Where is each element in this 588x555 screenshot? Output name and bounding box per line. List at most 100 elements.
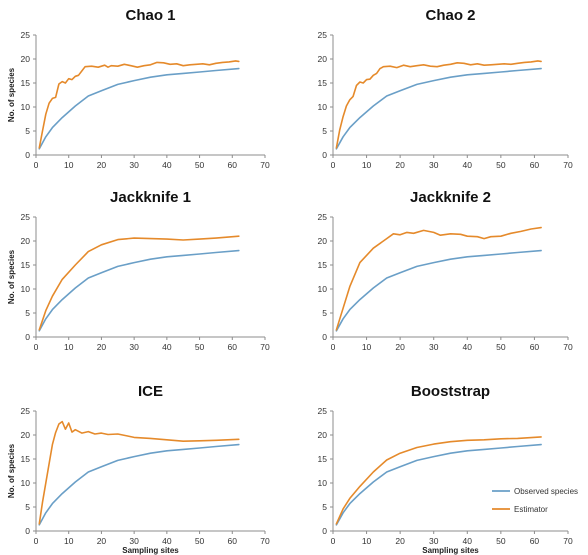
x-tick-label: 60 [530,160,540,170]
x-tick-label: 40 [162,342,172,352]
observed-species-line [38,67,240,150]
x-tick-label: 10 [64,160,74,170]
y-tick-label: 25 [21,212,31,222]
legend-label: Observed species [514,487,578,496]
x-tick-label: 40 [463,536,473,546]
chart-panel-6: Booststrap 0 10 20 30 40 50 60 70 0 5 10 15 20 25 Sampl… [318,383,579,555]
x-tick-label: 10 [362,536,372,546]
x-tick-label: 20 [395,342,405,352]
estimator-line [335,60,542,149]
y-tick-label: 5 [322,126,327,136]
chart-title: Booststrap [411,383,490,400]
x-tick-label: 70 [260,342,270,352]
y-tick-label: 5 [25,126,30,136]
x-tick-label: 20 [97,342,107,352]
x-tick-label: 30 [129,160,139,170]
x-tick-label: 50 [195,536,205,546]
y-tick-label: 15 [21,454,31,464]
y-tick-label: 20 [318,236,328,246]
y-tick-label: 5 [322,308,327,318]
y-axis-label: No. of species [7,67,16,122]
y-tick-label: 15 [21,260,31,270]
x-tick-label: 70 [563,536,573,546]
y-tick-label: 20 [21,430,31,440]
x-tick-label: 0 [331,342,336,352]
x-tick-label: 50 [496,342,506,352]
x-tick-label: 70 [260,160,270,170]
chart-title: Jackknife 1 [110,189,191,206]
x-tick-label: 60 [228,536,238,546]
x-tick-label: 0 [34,160,39,170]
y-tick-label: 0 [322,150,327,160]
x-tick-label: 30 [129,342,139,352]
x-tick-label: 10 [362,160,372,170]
x-tick-label: 0 [34,342,39,352]
y-tick-label: 15 [318,260,328,270]
chart-title: Chao 2 [425,7,475,24]
observed-species-line [335,249,542,332]
observed-species-line [38,249,240,332]
y-tick-label: 5 [322,502,327,512]
x-tick-label: 30 [129,536,139,546]
x-tick-label: 40 [463,160,473,170]
x-tick-label: 0 [331,536,336,546]
x-tick-label: 40 [463,342,473,352]
x-axis-label: Sampling sites [122,546,179,555]
x-tick-label: 60 [228,342,238,352]
chart-panel-5: ICE 0 10 20 30 40 50 60 70 0 5 10 15 20 25 No. of speci… [7,383,270,555]
chart-title: Jackknife 2 [410,189,491,206]
y-tick-label: 15 [318,78,328,88]
y-tick-label: 0 [322,526,327,536]
y-axis-label: No. of species [7,249,16,304]
y-tick-label: 25 [21,30,31,40]
chart-title: Chao 1 [125,7,175,24]
y-tick-label: 5 [25,502,30,512]
x-tick-label: 70 [260,536,270,546]
y-tick-label: 20 [318,430,328,440]
estimator-line [38,420,240,525]
x-tick-label: 70 [563,342,573,352]
y-tick-label: 25 [318,406,328,416]
observed-species-line [335,443,542,526]
estimator-line [38,60,240,149]
x-tick-label: 20 [97,536,107,546]
x-tick-label: 20 [97,160,107,170]
y-tick-label: 20 [21,236,31,246]
x-tick-label: 10 [64,342,74,352]
estimator-line [335,436,542,525]
y-tick-label: 15 [318,454,328,464]
y-tick-label: 25 [318,30,328,40]
x-tick-label: 10 [362,342,372,352]
y-tick-label: 10 [318,478,328,488]
estimator-line [335,226,542,331]
x-tick-label: 60 [228,160,238,170]
y-tick-label: 20 [21,54,31,64]
x-axis-label: Sampling sites [422,546,479,555]
y-tick-label: 5 [25,308,30,318]
observed-species-line [38,443,240,526]
chart-panel-1: Chao 1 0 10 20 30 40 50 60 70 0 5 10 15 20 25 No. of sp… [7,7,270,170]
y-tick-label: 10 [318,102,328,112]
chart-panel-3: Jackknife 1 0 10 20 30 40 50 60 70 0 5 10 15 20 25 No. … [7,189,270,352]
observed-species-line [335,67,542,150]
y-tick-label: 10 [21,478,31,488]
y-axis-label: No. of species [7,443,16,498]
chart-title: ICE [138,383,163,400]
y-tick-label: 0 [25,526,30,536]
x-tick-label: 60 [530,536,540,546]
y-tick-label: 25 [318,212,328,222]
legend-label: Estimator [514,505,548,514]
y-tick-label: 0 [25,150,30,160]
x-tick-label: 50 [195,160,205,170]
x-tick-label: 20 [395,160,405,170]
y-tick-label: 10 [318,284,328,294]
y-tick-label: 10 [21,284,31,294]
chart-panel-2: Chao 2 0 10 20 30 40 50 60 70 0 5 10 15 20 25 [318,7,573,170]
x-tick-label: 30 [429,160,439,170]
x-tick-label: 20 [395,536,405,546]
y-tick-label: 0 [322,332,327,342]
x-tick-label: 0 [34,536,39,546]
x-tick-label: 50 [195,342,205,352]
y-tick-label: 25 [21,406,31,416]
